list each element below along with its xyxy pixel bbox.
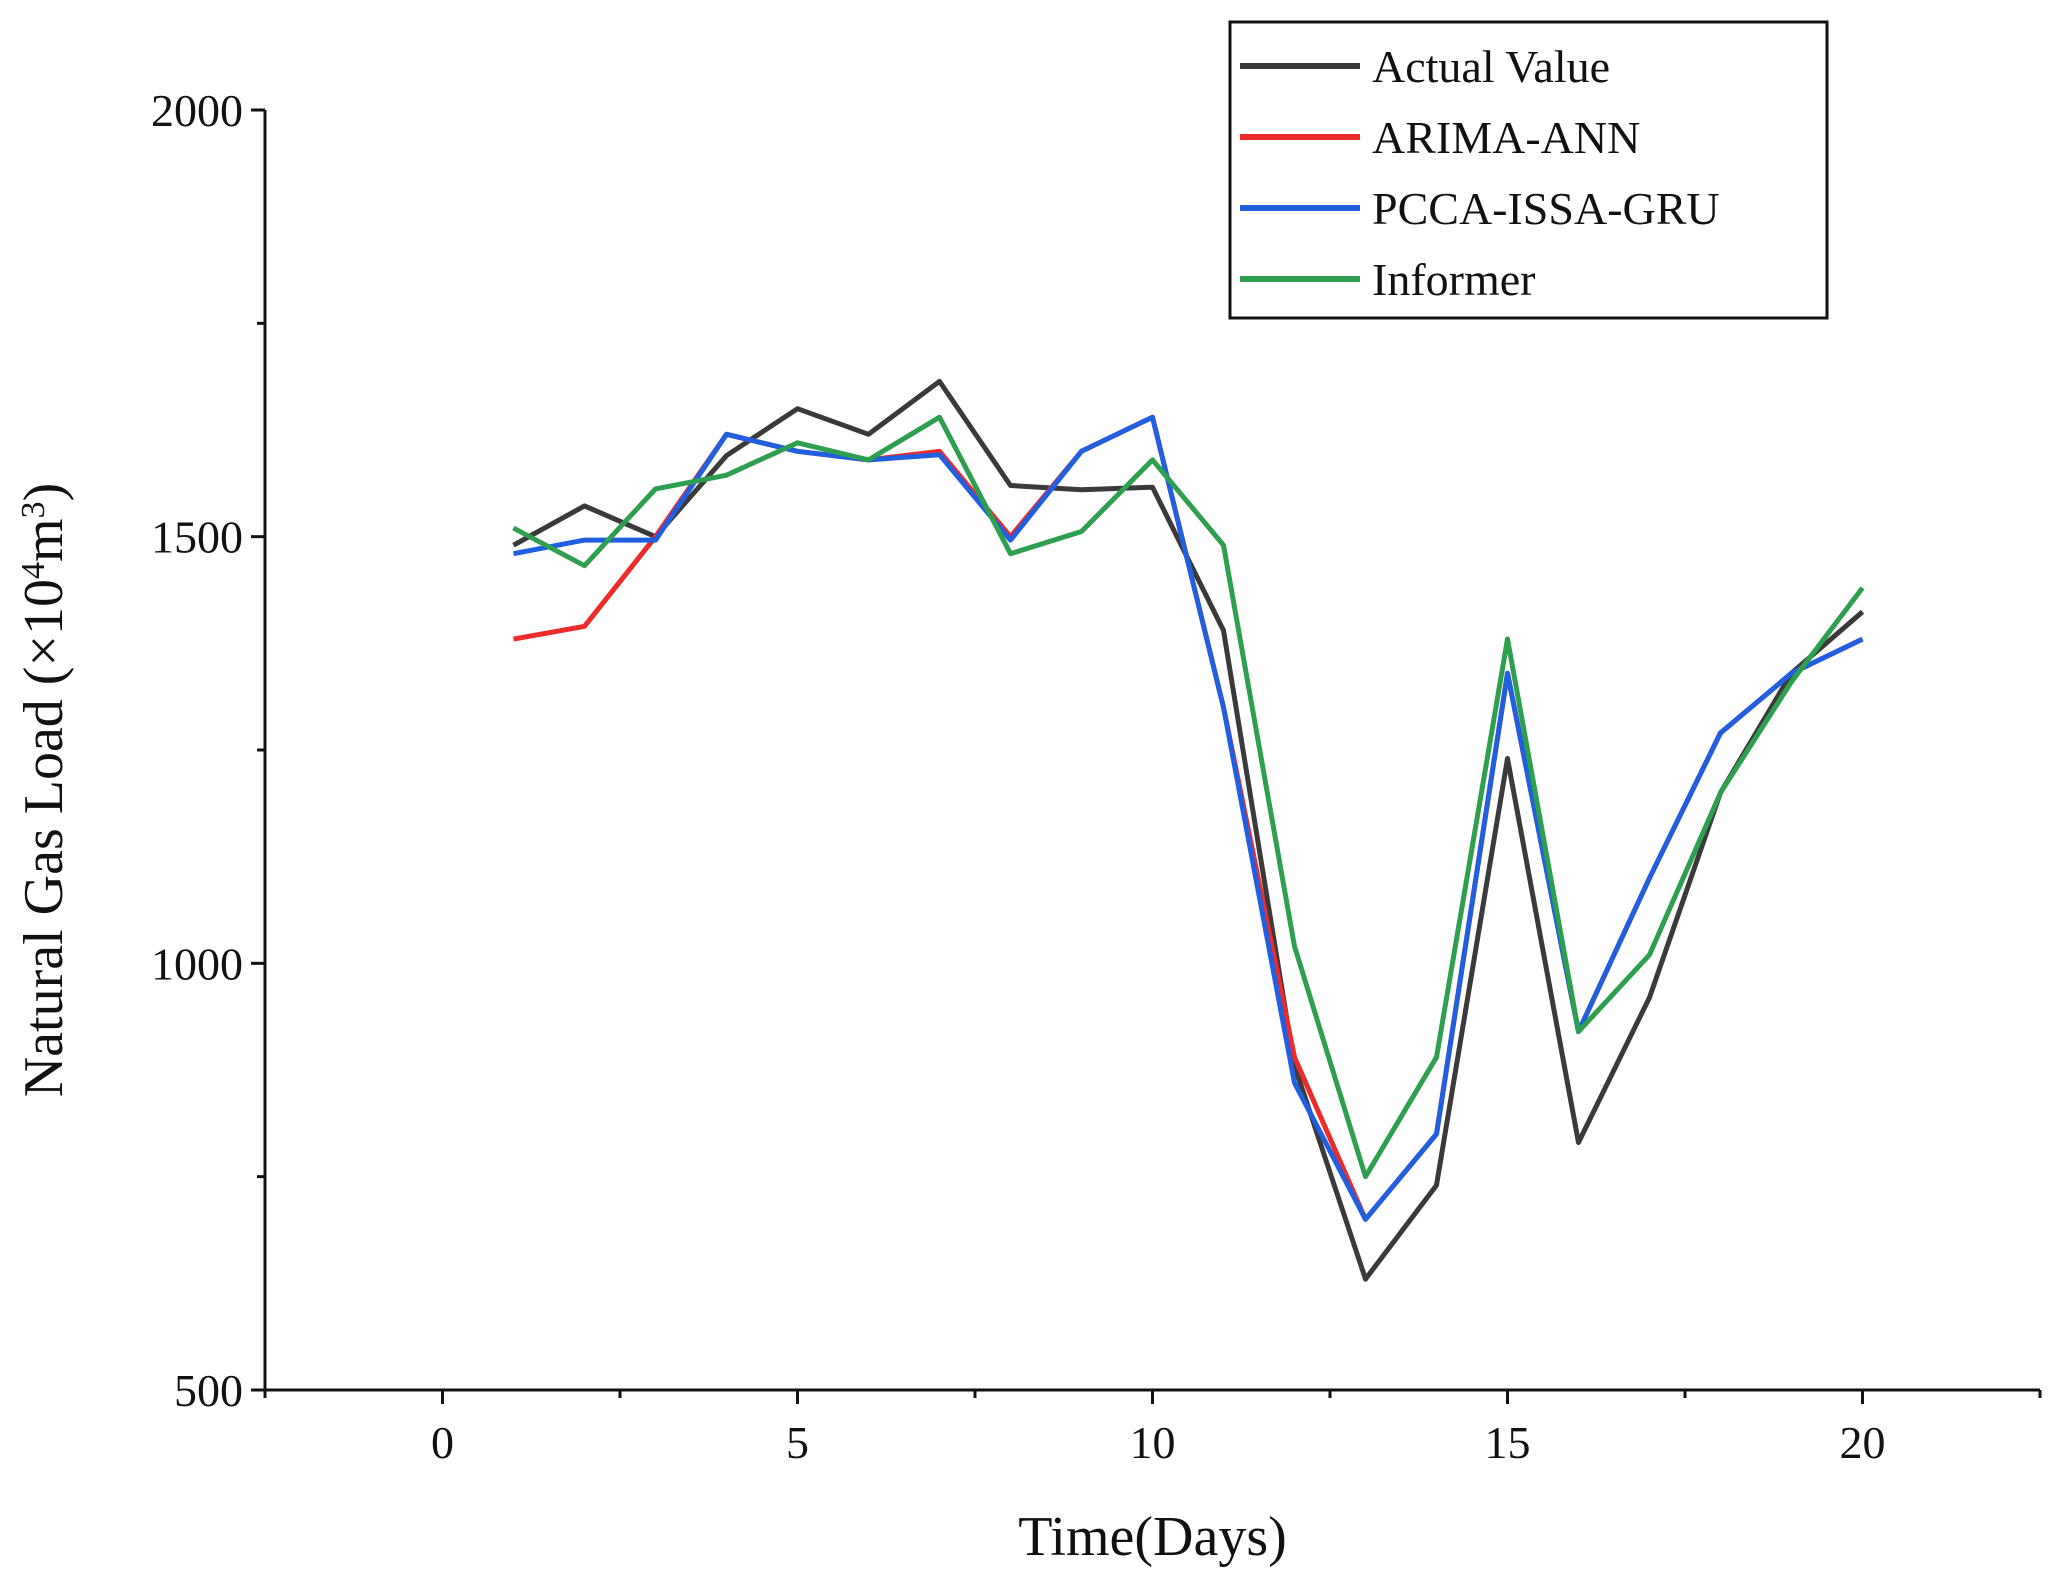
y-axis-ticks: 500 1000 1500 2000 xyxy=(151,85,265,1416)
y-tick-label: 2000 xyxy=(151,85,243,136)
series-line-pcca-issa-gru xyxy=(513,414,1864,1222)
y-axis-title-unit-m: m xyxy=(13,518,75,562)
legend-label: ARIMA-ANN xyxy=(1372,112,1640,163)
y-tick-label: 500 xyxy=(174,1365,243,1416)
x-tick-label: 20 xyxy=(1840,1417,1886,1468)
legend-label: Actual Value xyxy=(1372,41,1610,92)
y-axis-title-unit-exp: 4 xyxy=(15,562,52,579)
y-axis-title-main: Natural Gas Load xyxy=(13,699,75,1097)
legend-label: PCCA-ISSA-GRU xyxy=(1372,183,1720,234)
y-axis-title-unit-suffix: ) xyxy=(13,483,75,502)
series-line-informer xyxy=(512,414,1865,1180)
y-axis-title-unit-prefix: (×10 xyxy=(13,579,75,685)
legend-label: Informer xyxy=(1372,254,1535,305)
y-tick-label: 1500 xyxy=(151,512,243,563)
legend-items: Actual Value ARIMA-ANN PCCA-ISSA-GRU Inform… xyxy=(1240,41,1720,305)
x-tick-label: 5 xyxy=(786,1417,809,1468)
x-tick-label: 0 xyxy=(431,1417,454,1468)
y-tick-label: 1000 xyxy=(151,938,243,989)
x-tick-label: 15 xyxy=(1485,1417,1531,1468)
legend: Actual Value ARIMA-ANN PCCA-ISSA-GRU Inform… xyxy=(1228,20,1829,320)
x-axis-ticks: 0 5 10 15 20 xyxy=(263,1390,2042,1468)
x-tick-label: 10 xyxy=(1130,1417,1176,1468)
y-axis-title-unit-m-exp: 3 xyxy=(15,501,52,518)
y-axis-title: Natural Gas Load (×104m3) xyxy=(13,483,75,1098)
series-lines xyxy=(512,378,1865,1282)
x-axis-title: Time(Days) xyxy=(1018,1506,1287,1568)
legend-box xyxy=(1228,20,1829,320)
